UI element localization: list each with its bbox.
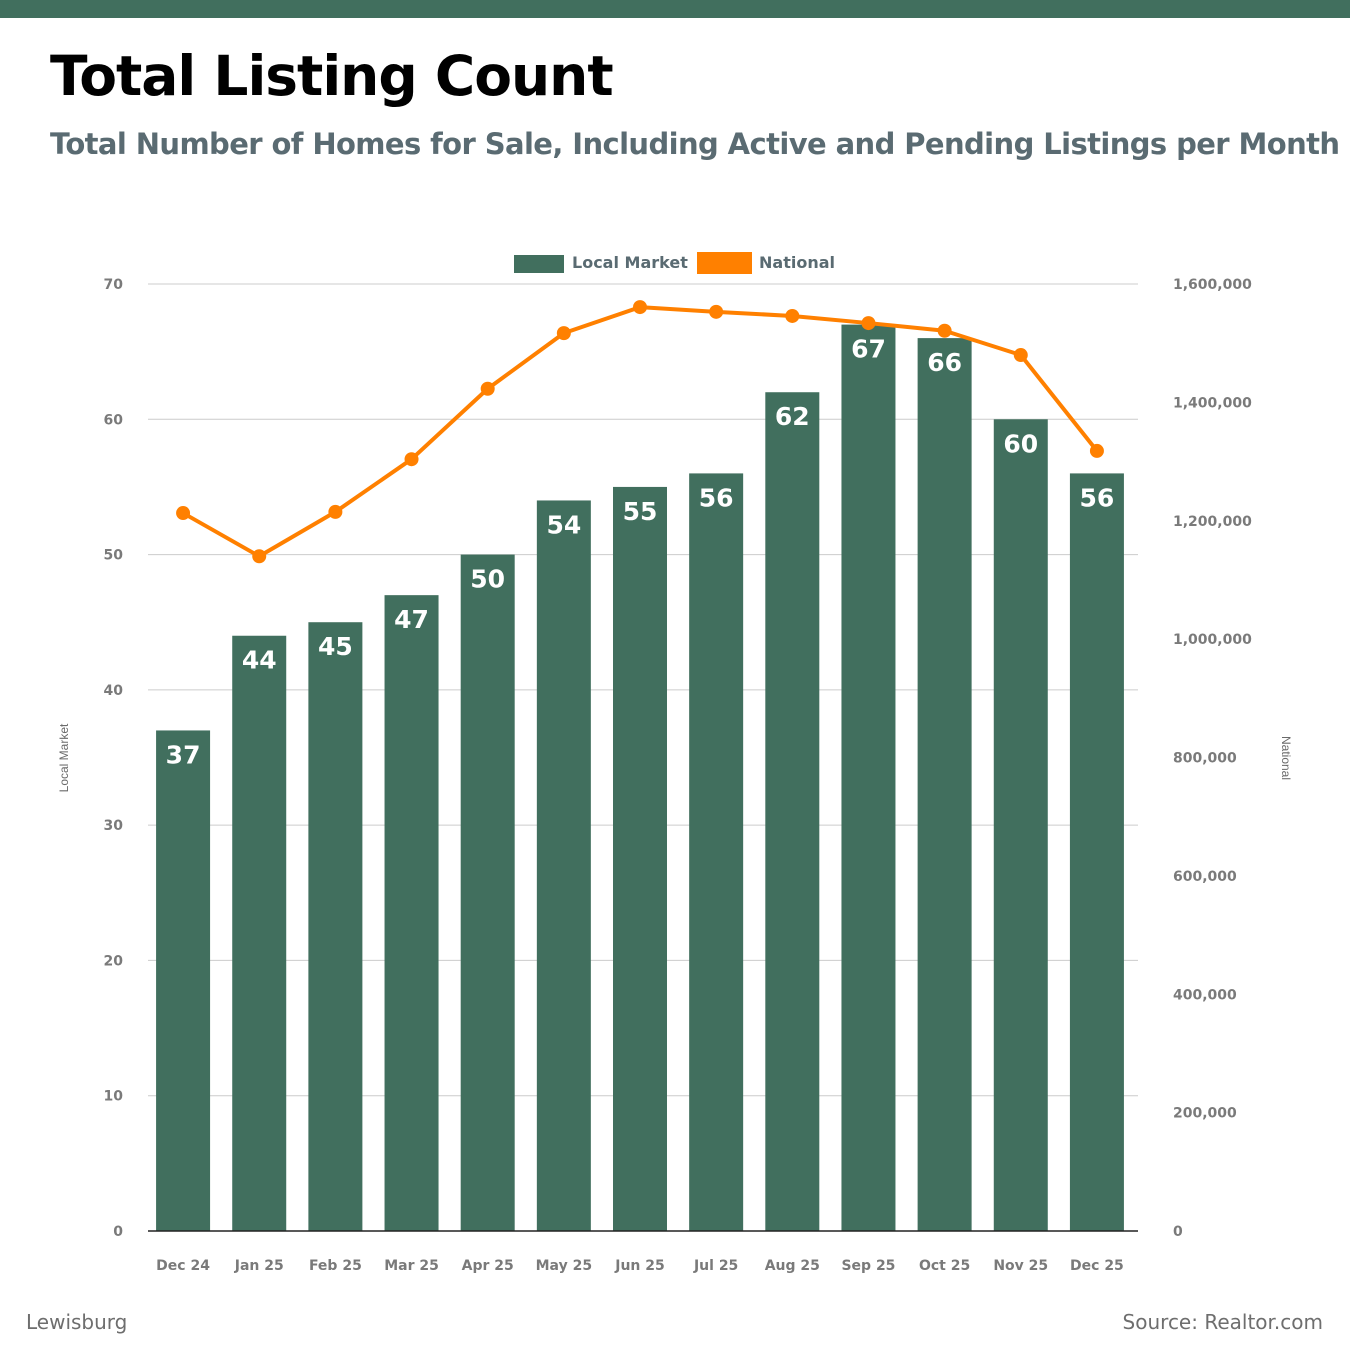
legend-swatch-national <box>697 252 752 274</box>
x-axis-tick-label: Oct 25 <box>919 1258 970 1274</box>
left-axis-tick-label: 20 <box>104 953 124 969</box>
national-point-jun-25 <box>633 300 647 315</box>
location-label: Lewisburg <box>26 1310 128 1334</box>
bar-oct-25 <box>917 338 972 1232</box>
x-axis-tick-label: Aug 25 <box>765 1258 820 1274</box>
legend-swatch-local-market <box>514 255 564 273</box>
x-axis-tick-label: Jun 25 <box>614 1258 665 1274</box>
bar-sep-25 <box>841 324 896 1232</box>
national-point-nov-25 <box>1013 348 1028 363</box>
left-axis-title: Local Market <box>57 723 71 792</box>
bar-mar-25 <box>384 595 439 1231</box>
right-axis-title: National <box>1279 736 1293 780</box>
national-line-series <box>176 300 1104 564</box>
bar-jan-25 <box>232 635 287 1231</box>
right-axis-tick-label: 0 <box>1173 1224 1183 1240</box>
x-axis-tick-label: Apr 25 <box>462 1258 514 1274</box>
x-axis-tick-label: Nov 25 <box>993 1258 1048 1274</box>
bar-value-label: 47 <box>394 605 429 634</box>
chart-subtitle: Total Number of Homes for Sale, Includin… <box>50 127 1340 161</box>
right-axis-tick-label: 1,000,000 <box>1173 632 1252 648</box>
left-axis-tick-label: 30 <box>104 818 124 834</box>
national-point-feb-25 <box>328 504 343 519</box>
x-axis-tick-label: Dec 25 <box>1070 1258 1124 1274</box>
local-market-bars <box>156 324 1124 1232</box>
source-label: Source: Realtor.com <box>1122 1310 1323 1334</box>
bar-value-label: 56 <box>699 483 734 512</box>
national-point-mar-25 <box>404 452 419 467</box>
x-axis-tick-label: Sep 25 <box>841 1258 895 1274</box>
chart-title: Total Listing Count <box>50 44 614 108</box>
bar-value-label: 44 <box>242 646 277 675</box>
bar-value-label: 50 <box>470 565 505 594</box>
national-point-may-25 <box>556 326 571 341</box>
x-axis-tick-label: Dec 24 <box>156 1258 210 1274</box>
right-axis-tick-label: 1,600,000 <box>1173 277 1252 293</box>
legend-label-local-market: Local Market <box>572 253 688 272</box>
bar-value-label: 62 <box>775 402 810 431</box>
right-axis-tick-label: 1,400,000 <box>1173 395 1252 411</box>
national-point-aug-25 <box>785 308 800 323</box>
legend-label-national: National <box>759 253 835 272</box>
bar-aug-25 <box>765 392 820 1231</box>
x-axis-tick-label: Feb 25 <box>309 1258 362 1274</box>
bar-value-label: 66 <box>927 348 962 377</box>
bar-dec-24 <box>156 730 211 1231</box>
national-point-sep-25 <box>861 316 876 331</box>
left-axis-tick-label: 0 <box>113 1224 123 1240</box>
bar-nov-25 <box>993 419 1048 1231</box>
right-axis-tick-label: 200,000 <box>1173 1106 1237 1122</box>
bar-value-label: 37 <box>166 740 201 769</box>
left-axis-tick-label: 10 <box>104 1089 124 1105</box>
right-axis-tick-label: 1,200,000 <box>1173 514 1252 530</box>
bar-value-label: 55 <box>623 497 658 526</box>
x-axis-ticks: Dec 24 Jan 25 Feb 25 Mar 25 Apr 25 May 25 Jun … <box>156 1258 1124 1274</box>
right-axis-tick-label: 800,000 <box>1173 751 1237 767</box>
x-axis-tick-label: Mar 25 <box>384 1258 439 1274</box>
bar-dec-25 <box>1069 473 1124 1231</box>
national-point-jul-25 <box>709 304 724 319</box>
legend: Local Market National <box>514 252 835 274</box>
bar-value-label: 56 <box>1080 483 1115 512</box>
right-axis-tick-label: 600,000 <box>1173 869 1237 885</box>
x-axis-tick-label: Jul 25 <box>693 1258 738 1274</box>
bar-may-25 <box>536 500 591 1231</box>
x-axis-tick-label: Jan 25 <box>234 1258 284 1274</box>
national-point-jan-25 <box>252 549 267 564</box>
bar-jul-25 <box>689 473 744 1231</box>
right-axis-ticks: 0 200,000 400,000 600,000 800,000 1,000,000 1,… <box>1173 277 1252 1240</box>
national-point-dec-25 <box>1089 443 1104 458</box>
left-axis-tick-label: 50 <box>104 548 124 564</box>
bar-jun-25 <box>613 486 667 1231</box>
bar-value-label: 54 <box>546 510 581 539</box>
bar-data-labels: 37 44 45 47 50 54 55 56 62 67 66 60 56 <box>166 335 1115 770</box>
top-brand-bar <box>0 0 1350 18</box>
x-axis-tick-label: May 25 <box>536 1258 592 1274</box>
bar-value-label: 45 <box>318 632 353 661</box>
bar-value-label: 67 <box>851 335 886 364</box>
left-axis-tick-label: 60 <box>104 412 124 428</box>
bar-feb-25 <box>308 622 363 1231</box>
national-point-oct-25 <box>937 323 952 338</box>
right-axis-tick-label: 400,000 <box>1173 987 1237 1003</box>
left-axis-tick-label: 70 <box>104 277 124 293</box>
bar-apr-25 <box>460 554 515 1231</box>
national-point-dec-24 <box>176 506 191 521</box>
bar-value-label: 60 <box>1003 429 1038 458</box>
left-axis-tick-label: 40 <box>104 683 124 699</box>
left-axis-ticks: 0 10 20 30 40 50 60 70 <box>104 277 124 1240</box>
national-point-apr-25 <box>480 381 495 396</box>
